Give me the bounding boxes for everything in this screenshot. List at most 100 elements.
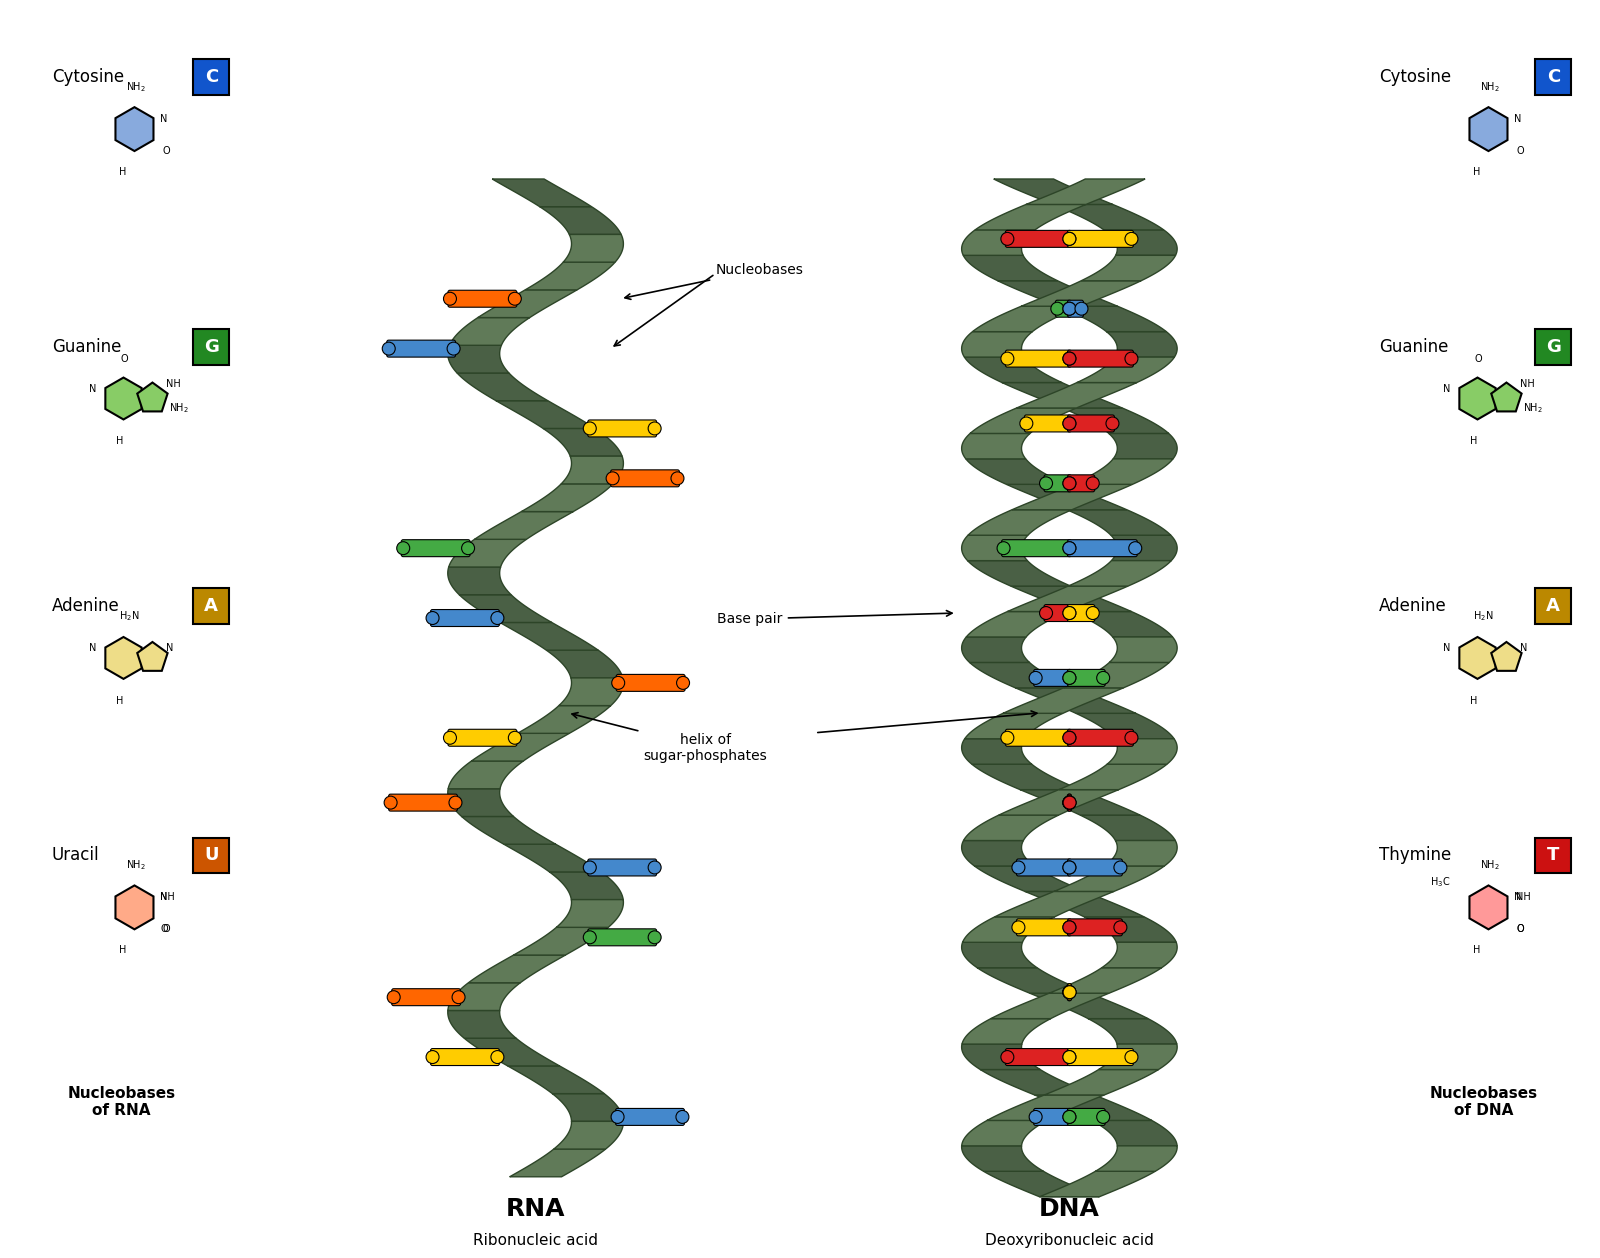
- Circle shape: [1051, 302, 1064, 316]
- Circle shape: [491, 1050, 504, 1063]
- Circle shape: [584, 421, 597, 435]
- Polygon shape: [962, 738, 1032, 764]
- Polygon shape: [448, 1010, 517, 1038]
- FancyBboxPatch shape: [1067, 984, 1072, 1000]
- FancyBboxPatch shape: [448, 730, 517, 746]
- Text: NH: NH: [166, 379, 181, 389]
- FancyBboxPatch shape: [616, 1108, 685, 1126]
- Circle shape: [387, 991, 400, 1004]
- Circle shape: [509, 292, 522, 306]
- Text: Nucleobases: Nucleobases: [626, 263, 803, 299]
- Circle shape: [1086, 606, 1099, 619]
- Text: NH: NH: [1520, 379, 1534, 389]
- Circle shape: [1062, 606, 1075, 619]
- Polygon shape: [462, 816, 555, 844]
- Text: N: N: [1515, 114, 1522, 125]
- Text: NH: NH: [160, 892, 174, 902]
- Circle shape: [648, 421, 661, 435]
- Polygon shape: [974, 866, 1085, 892]
- Circle shape: [1062, 606, 1075, 619]
- Circle shape: [1062, 477, 1075, 489]
- Circle shape: [606, 472, 619, 484]
- Circle shape: [1062, 233, 1075, 245]
- Polygon shape: [1003, 688, 1123, 713]
- Polygon shape: [1459, 377, 1496, 419]
- Circle shape: [1125, 731, 1138, 745]
- Text: Cytosine: Cytosine: [51, 68, 123, 87]
- Circle shape: [1062, 986, 1075, 999]
- FancyBboxPatch shape: [1005, 230, 1072, 248]
- Polygon shape: [448, 567, 510, 595]
- FancyBboxPatch shape: [1067, 730, 1133, 746]
- Polygon shape: [962, 1121, 1046, 1146]
- Text: DNA: DNA: [1038, 1196, 1099, 1220]
- Circle shape: [1040, 477, 1053, 489]
- Text: N: N: [160, 114, 168, 125]
- Text: NH$_2$: NH$_2$: [1480, 859, 1499, 873]
- Polygon shape: [1053, 205, 1163, 230]
- Circle shape: [1062, 1050, 1075, 1063]
- Text: H: H: [1470, 437, 1477, 447]
- Circle shape: [1096, 1111, 1110, 1123]
- Circle shape: [1062, 921, 1075, 933]
- Text: N: N: [1443, 384, 1451, 394]
- Polygon shape: [115, 107, 154, 151]
- Circle shape: [443, 292, 456, 306]
- Text: Thymine: Thymine: [1379, 847, 1451, 864]
- FancyBboxPatch shape: [1536, 59, 1571, 96]
- Circle shape: [1062, 796, 1075, 809]
- FancyBboxPatch shape: [1016, 859, 1072, 876]
- Polygon shape: [1110, 535, 1178, 561]
- FancyBboxPatch shape: [1034, 669, 1072, 687]
- Polygon shape: [1109, 434, 1178, 459]
- Polygon shape: [1469, 886, 1507, 930]
- Circle shape: [1062, 731, 1075, 745]
- Polygon shape: [1058, 306, 1166, 332]
- Polygon shape: [962, 942, 1037, 967]
- FancyBboxPatch shape: [194, 587, 229, 624]
- FancyBboxPatch shape: [1067, 301, 1083, 317]
- Circle shape: [1062, 1111, 1075, 1123]
- Text: U: U: [205, 847, 219, 864]
- Polygon shape: [962, 230, 1035, 255]
- Text: H$_2$N: H$_2$N: [120, 609, 139, 623]
- Polygon shape: [965, 357, 1062, 382]
- Polygon shape: [475, 512, 573, 540]
- Polygon shape: [1091, 1121, 1178, 1146]
- Circle shape: [1062, 672, 1075, 684]
- Polygon shape: [962, 434, 1030, 459]
- Text: A: A: [1546, 598, 1560, 615]
- Text: O: O: [120, 353, 128, 364]
- Polygon shape: [1109, 637, 1178, 663]
- Polygon shape: [1030, 994, 1147, 1019]
- Text: H: H: [115, 437, 123, 447]
- FancyBboxPatch shape: [1067, 1108, 1106, 1126]
- Text: Ribonucleic acid: Ribonucleic acid: [474, 1233, 598, 1248]
- Polygon shape: [558, 678, 624, 706]
- Circle shape: [1062, 986, 1075, 999]
- Circle shape: [461, 542, 475, 555]
- Polygon shape: [1459, 637, 1496, 679]
- Text: O: O: [1517, 925, 1525, 935]
- Circle shape: [446, 342, 461, 355]
- Text: RNA: RNA: [506, 1196, 565, 1220]
- Circle shape: [1062, 416, 1075, 430]
- FancyBboxPatch shape: [1067, 350, 1133, 367]
- Polygon shape: [971, 764, 1080, 790]
- Polygon shape: [1075, 713, 1174, 738]
- Circle shape: [491, 611, 504, 624]
- Polygon shape: [563, 234, 624, 262]
- FancyBboxPatch shape: [616, 674, 685, 692]
- FancyBboxPatch shape: [1067, 984, 1072, 1000]
- Text: H$_3$C: H$_3$C: [1430, 876, 1451, 889]
- FancyBboxPatch shape: [430, 1049, 499, 1066]
- Text: G: G: [203, 337, 219, 356]
- Polygon shape: [962, 1146, 1043, 1171]
- Polygon shape: [448, 982, 520, 1010]
- Polygon shape: [1104, 840, 1178, 866]
- Polygon shape: [970, 408, 1077, 434]
- Text: H: H: [115, 696, 123, 706]
- Polygon shape: [965, 713, 1062, 738]
- Text: N: N: [160, 892, 168, 902]
- Polygon shape: [1069, 561, 1171, 586]
